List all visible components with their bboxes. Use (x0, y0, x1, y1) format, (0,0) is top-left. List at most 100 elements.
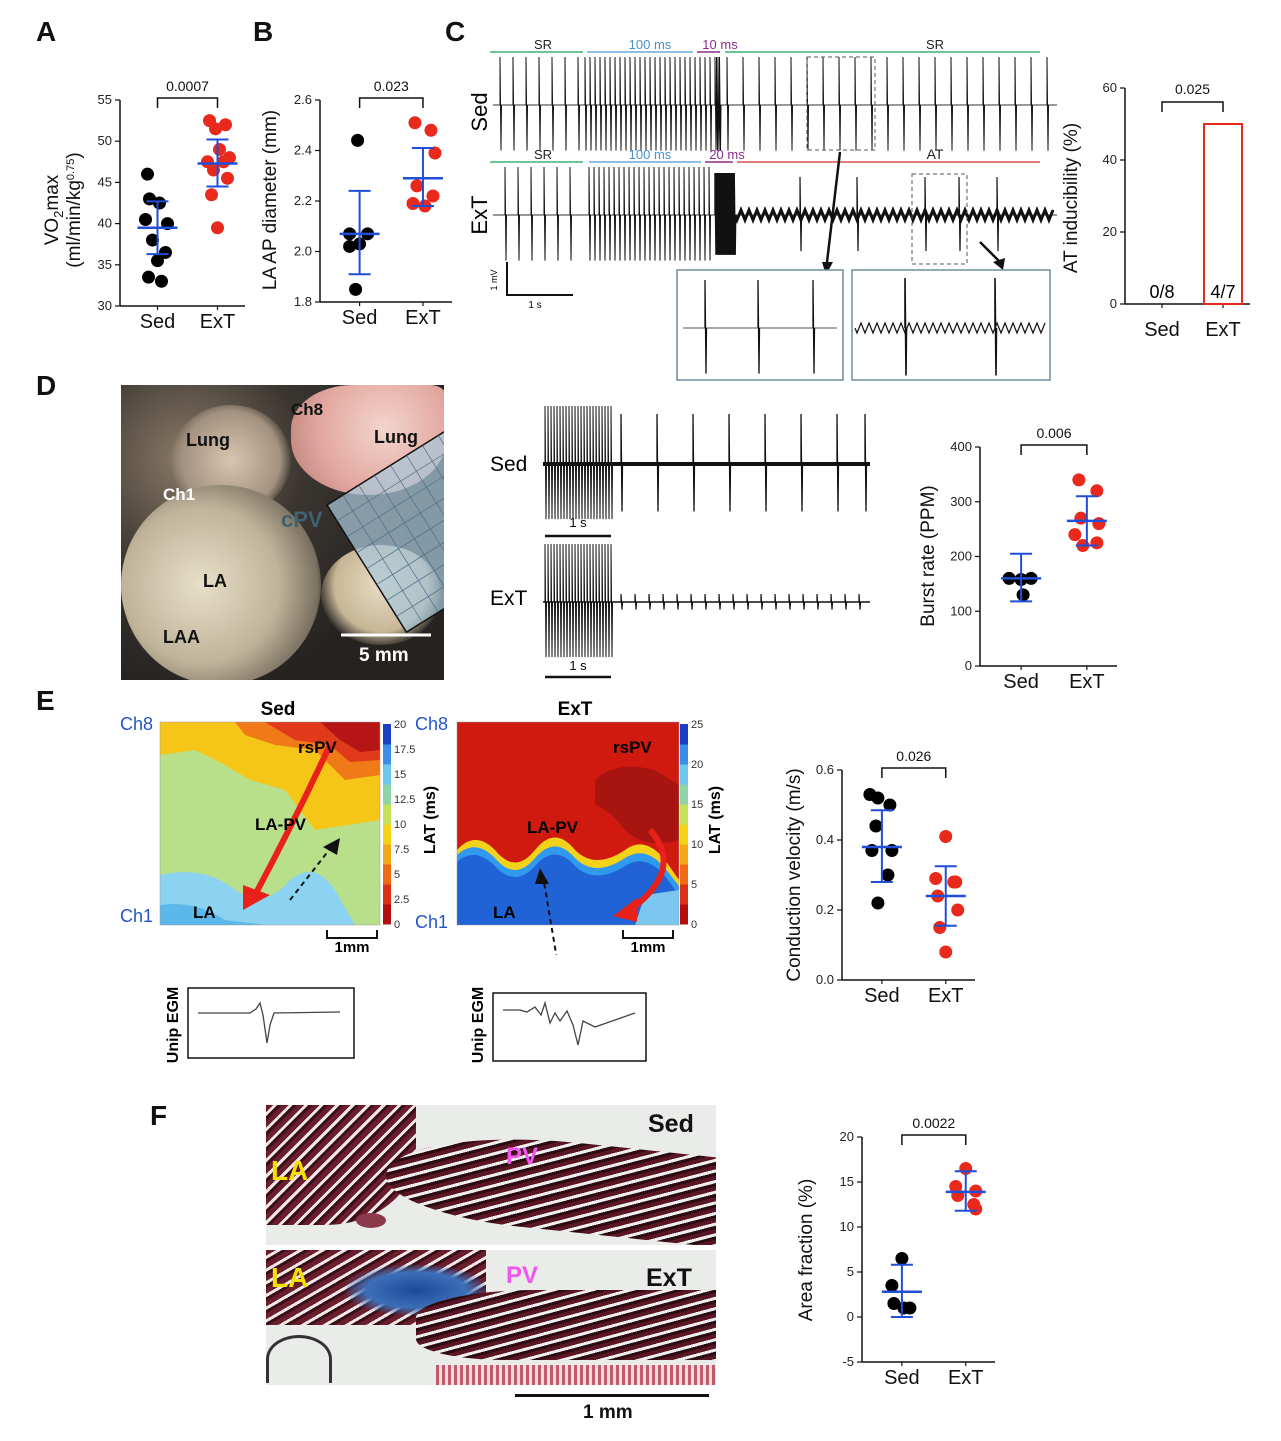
histology-scale-label: 1 mm (583, 1402, 633, 1423)
histology-ext: LA PV ExT (266, 1250, 716, 1385)
p-value-label: 0.026 (896, 748, 931, 764)
data-point-ext (1072, 473, 1086, 487)
sed-egm-label: Unip EGM (165, 987, 182, 1063)
y-tick-label: 20 (840, 1129, 854, 1144)
sed-group-label: Sed (648, 1110, 694, 1138)
sed-ecg-trace (493, 56, 1057, 151)
y-tick-label: 10 (840, 1219, 854, 1234)
data-point-ext (933, 921, 947, 934)
chart-c-at-inducibility: 0 20 40 60 AT inducibility (%) Sed 0/8 ExT 4/7 0.… (1061, 80, 1250, 341)
chart-f-area-fraction: -5 0 5 10 15 20 Sed ExT Area fraction (%) 0.0022 (796, 1115, 995, 1389)
ext-seg-100ms: 100 ms (629, 147, 672, 162)
chart-b-la-diameter: 1.8 2.0 2.2 2.4 2.6 Sed ExT LA AP diameter (mm)… (262, 78, 452, 329)
laa-label: LAA (163, 627, 200, 647)
data-point-sed (1016, 588, 1030, 602)
x-category-label: Sed (1003, 671, 1039, 693)
ext-map-title: ExT (558, 699, 593, 720)
data-point-ext (929, 872, 943, 885)
data-point-sed (881, 868, 895, 882)
sed-la: LA (193, 903, 216, 922)
ext-seg-20ms: 20 ms (709, 147, 745, 162)
data-point-ext (969, 1202, 983, 1216)
data-point-ext (426, 189, 440, 203)
ext-seg-at: AT (927, 146, 944, 162)
panel-letter-e: E (36, 685, 55, 716)
data-point-ext (217, 155, 230, 169)
cpv-label: cPV (281, 507, 323, 532)
ext-group-label: ExT (646, 1264, 692, 1292)
y-axis-label: Conduction velocity (m/s) (784, 768, 805, 981)
ext-seg-sr: SR (534, 147, 552, 162)
data-point-ext (209, 122, 222, 136)
colorbar-tick-label: 0 (691, 919, 697, 931)
data-point-ext (939, 830, 953, 843)
chart-d-burst-rate: 0 100 200 300 400 Sed ExT Burst rate (PPM) 0.006 (918, 425, 1117, 693)
y-tick-label: 400 (950, 439, 972, 454)
data-point-ext (939, 945, 953, 959)
ext-egm: Unip EGM (470, 987, 647, 1063)
y-axis-label: Area fraction (%) (796, 1179, 817, 1322)
y-tick-label: 2.2 (294, 193, 312, 208)
panel-c-traces: Sed ExT SR 100 ms 10 ms SR SR 100 ms 20 … (467, 37, 1057, 381)
x-category-label: Sed (864, 985, 900, 1007)
y-tick-label: 300 (950, 494, 972, 509)
sed-row-label: Sed (467, 92, 492, 131)
lung-left-label: Lung (186, 430, 230, 450)
x-category-label: ExT (405, 307, 441, 329)
sed-seg-sr2: SR (926, 37, 944, 52)
y-tick-label: 0.4 (816, 832, 834, 847)
photo-scale-label: 5 mm (359, 645, 409, 666)
p-value-label: 0.0022 (912, 1115, 955, 1131)
y-tick-label: 20 (1103, 224, 1117, 239)
y-tick-label: 2.6 (294, 92, 312, 107)
sed-seg-10ms: 10 ms (702, 37, 738, 52)
colorbar-tick-label: 5 (691, 879, 697, 891)
burst-ext-scale: 1 s (569, 658, 587, 673)
colorbar-tick-label: 15 (691, 799, 703, 811)
ext-ecg-trace (493, 166, 1057, 261)
panel-letter-b: B (253, 16, 274, 47)
chart-e-conduction-velocity: 0.0 0.2 0.4 0.6 Sed ExT Conduction velocity (m… (784, 748, 975, 1007)
colorbar-tick-label: 20 (691, 759, 703, 771)
y-axis-label: AT inducibility (%) (1061, 123, 1082, 273)
data-point-sed (153, 196, 166, 210)
data-point-ext (1068, 528, 1082, 542)
sed-cbar-label: LAT (ms) (422, 786, 439, 854)
x-category-label: ExT (1069, 671, 1105, 693)
significance-bracket (1161, 101, 1224, 112)
sed-pv-label: PV (506, 1143, 539, 1170)
y-tick-label: 0 (965, 658, 972, 673)
data-point-ext (205, 188, 218, 202)
panel-d-traces: Sed 1 s ExT 1 s (490, 405, 870, 679)
y-axis-label-units: (ml/min/kg0.75) (64, 152, 85, 267)
y-tick-label: 100 (950, 603, 972, 618)
ext-cbar-label: LAT (ms) (707, 786, 724, 854)
p-value-label: 0.006 (1036, 425, 1071, 441)
ext-pv-label: PV (506, 1262, 539, 1289)
sed-ch1: Ch1 (120, 906, 153, 926)
burst-ext-label: ExT (490, 587, 528, 610)
x-category-label: ExT (200, 311, 236, 333)
sed-lapv: LA-PV (255, 815, 307, 834)
colorbar-tick-label: 20 (394, 719, 406, 731)
colorbar-tick-label: 10 (691, 839, 703, 851)
sed-ch8: Ch8 (120, 714, 153, 734)
y-tick-label: 40 (1103, 152, 1117, 167)
y-axis-label: Burst rate (PPM) (918, 485, 939, 626)
significance-bracket (358, 97, 424, 108)
data-point-sed (151, 254, 164, 268)
colorbar-tick-label: 2.5 (394, 894, 409, 906)
colorbar-tick-label: 25 (691, 719, 703, 731)
y-tick-label: 0 (1110, 296, 1117, 311)
data-point-sed (895, 1252, 909, 1265)
data-point-ext (1090, 536, 1104, 550)
data-point-ext (428, 146, 442, 160)
y-tick-label: 0.2 (816, 902, 834, 917)
data-point-ext (408, 116, 422, 130)
burst-sed-label: Sed (490, 453, 527, 476)
ext-map-scale: 1mm (630, 939, 665, 955)
ext-ch1: Ch1 (415, 912, 448, 932)
colorbar-tick-label: 12.5 (394, 794, 415, 806)
ch1-label: Ch1 (163, 485, 196, 504)
zoom-ext-trace (854, 277, 1046, 376)
